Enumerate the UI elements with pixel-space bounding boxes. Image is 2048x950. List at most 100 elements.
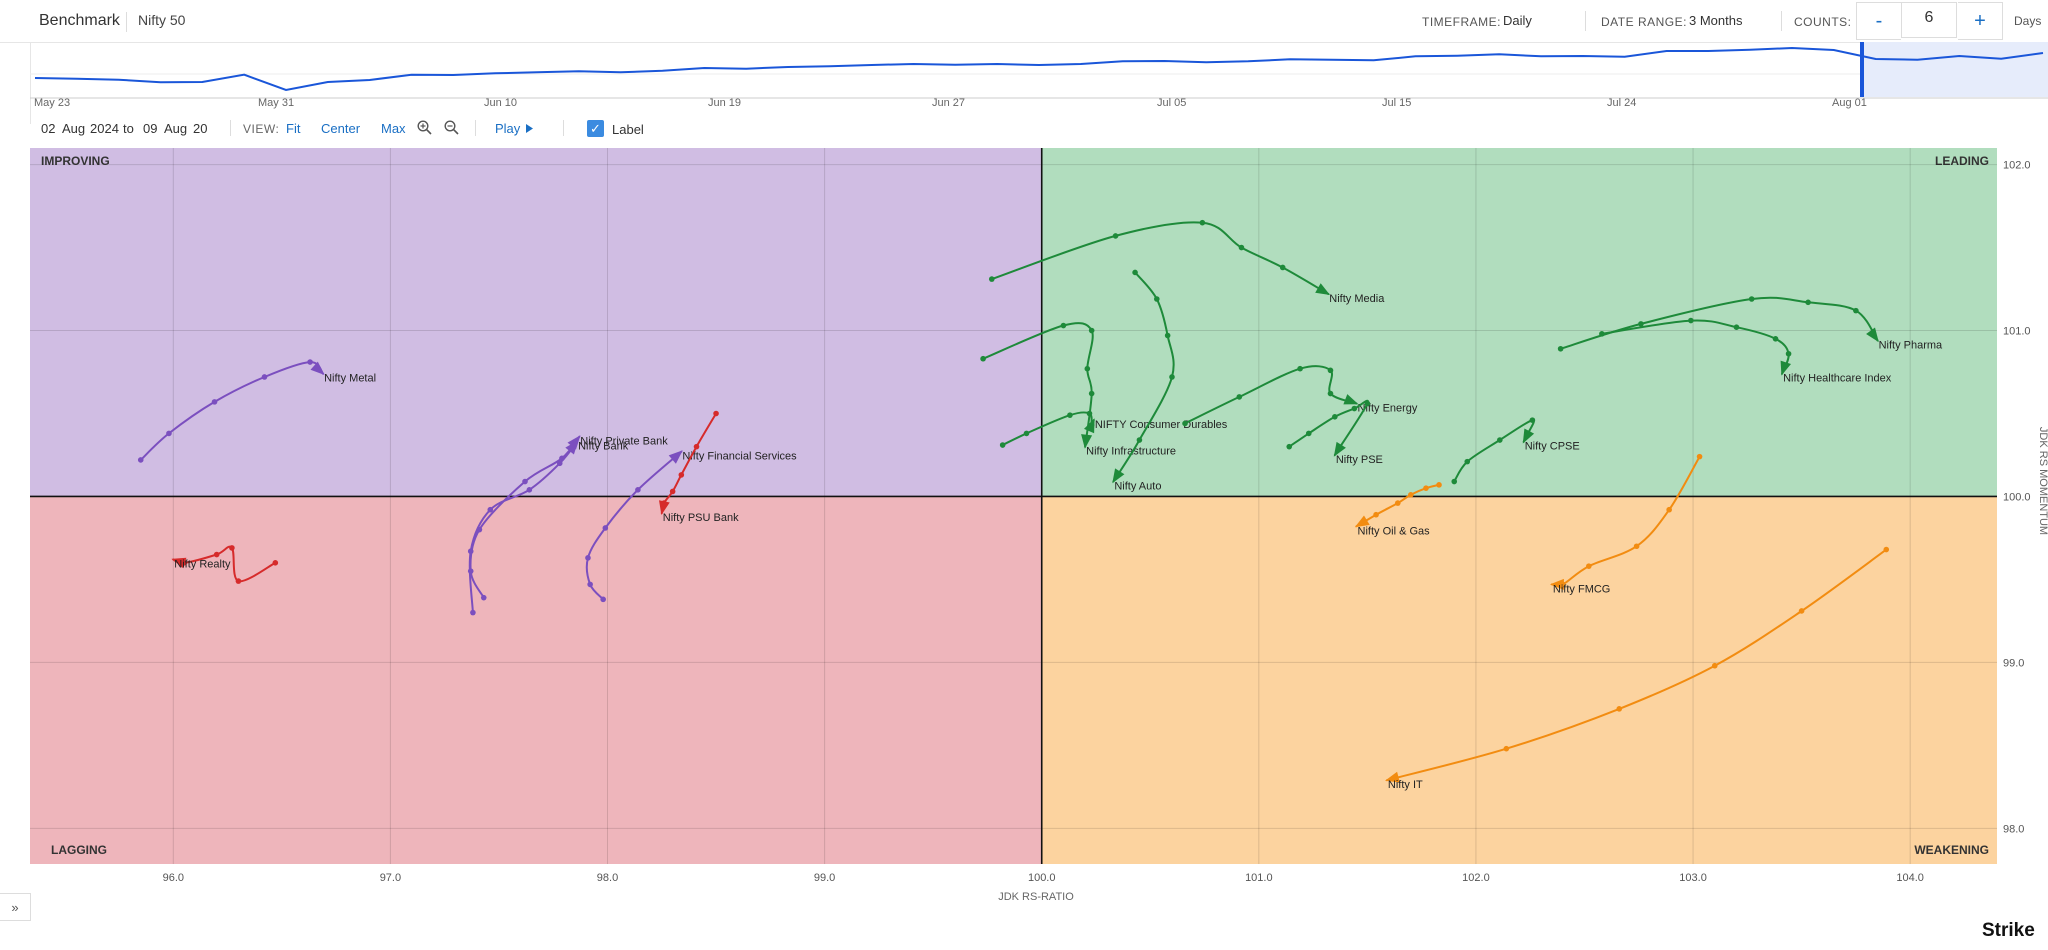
head-arrow[interactable] (171, 557, 187, 569)
head-arrow[interactable] (1112, 468, 1125, 484)
tail-point[interactable] (272, 560, 279, 566)
tail-point[interactable] (1503, 745, 1510, 752)
tail-point[interactable] (1733, 324, 1740, 331)
series-nifty-consumer-durables[interactable]: NIFTY Consumer Durables (999, 410, 1228, 448)
date-range-select[interactable]: 3 Months (1689, 13, 1743, 28)
tail-point[interactable] (600, 596, 606, 603)
tail-point[interactable] (1772, 336, 1779, 342)
series-nifty-it[interactable]: Nifty IT (1385, 546, 1890, 791)
tail-point[interactable] (1883, 546, 1890, 553)
tail-point[interactable] (1279, 264, 1286, 271)
tail-point[interactable] (487, 506, 494, 513)
tail-point[interactable] (1711, 662, 1718, 669)
tail-point[interactable] (1853, 307, 1859, 314)
tail-point[interactable] (1785, 350, 1792, 357)
tail-point[interactable] (1023, 430, 1030, 437)
head-arrow[interactable] (1866, 327, 1879, 343)
to-month-input[interactable]: Aug (164, 121, 188, 136)
series-nifty-oil-gas[interactable]: Nifty Oil & Gas (1354, 482, 1442, 537)
tail-point[interactable] (1351, 405, 1358, 412)
tail-point[interactable] (1497, 437, 1503, 443)
date-navigator[interactable] (30, 42, 2048, 112)
head-arrow[interactable] (1333, 441, 1346, 457)
head-arrow[interactable] (1385, 771, 1400, 783)
tail-point[interactable] (1067, 412, 1073, 418)
tail-point[interactable] (635, 487, 641, 493)
count-input[interactable]: 6 (1901, 2, 1957, 38)
tail-point[interactable] (1423, 485, 1429, 491)
series-nifty-auto[interactable]: Nifty Auto (1112, 269, 1175, 493)
timeframe-select[interactable]: Daily (1503, 13, 1532, 28)
tail-point[interactable] (1332, 414, 1338, 420)
tail-point[interactable] (556, 460, 563, 467)
tail-point[interactable] (1436, 482, 1442, 488)
tail-point[interactable] (1464, 458, 1471, 465)
from-month-input[interactable]: Aug (62, 121, 86, 136)
tail-point[interactable] (1394, 500, 1401, 506)
label-checkbox[interactable]: ✓ (587, 120, 604, 137)
tail-point[interactable] (1164, 332, 1171, 339)
head-arrow[interactable] (565, 440, 579, 455)
tail-point[interactable] (1557, 345, 1564, 352)
series-nifty-psu-bank[interactable]: Nifty PSU Bank (659, 410, 739, 524)
series-nifty-energy[interactable]: Nifty Energy (1182, 365, 1418, 427)
max-button[interactable]: Max (381, 121, 406, 136)
tail-point[interactable] (467, 548, 474, 555)
tail-point[interactable] (1088, 390, 1095, 397)
tail-point[interactable] (1182, 420, 1188, 427)
head-arrow[interactable] (1315, 283, 1330, 295)
tail-point[interactable] (307, 359, 313, 365)
tail-point[interactable] (1805, 299, 1811, 306)
tail-point[interactable] (1136, 437, 1143, 443)
tail-point[interactable] (1688, 317, 1694, 324)
increment-button[interactable]: + (1958, 2, 2003, 40)
tail-point[interactable] (166, 430, 172, 437)
series-nifty-fmcg[interactable]: Nifty FMCG (1549, 453, 1703, 596)
head-arrow[interactable] (659, 500, 670, 515)
tail-point[interactable] (587, 581, 593, 588)
tail-point[interactable] (235, 578, 242, 584)
head-arrow[interactable] (1081, 434, 1093, 449)
series-nifty-realty[interactable]: Nifty Realty (171, 545, 279, 584)
tail-point[interactable] (1798, 608, 1805, 614)
tail-point[interactable] (480, 594, 487, 601)
head-arrow[interactable] (1522, 428, 1535, 444)
head-arrow[interactable] (310, 361, 325, 375)
tail-point[interactable] (1199, 219, 1206, 226)
series-nifty-infrastructure[interactable]: Nifty Infrastructure (980, 322, 1176, 458)
tail-point[interactable] (585, 555, 591, 561)
head-arrow[interactable] (1354, 515, 1370, 528)
tail-point[interactable] (602, 525, 609, 531)
decrement-button[interactable]: - (1856, 2, 1901, 40)
tail-point[interactable] (1616, 706, 1623, 712)
series-nifty-healthcare-index[interactable]: Nifty Healthcare Index (1599, 317, 1892, 385)
tail-point[interactable] (1327, 390, 1334, 397)
tail-point[interactable] (1373, 511, 1379, 518)
navigator-selection[interactable] (1862, 42, 2048, 97)
series-nifty-financial-services[interactable]: Nifty Financial Services (585, 450, 797, 603)
tail-point[interactable] (1529, 417, 1536, 423)
tail-point[interactable] (999, 442, 1006, 448)
tail-point[interactable] (1599, 331, 1605, 337)
tail-point[interactable] (1297, 365, 1303, 372)
tail-point[interactable] (1286, 443, 1293, 450)
tail-point[interactable] (669, 488, 676, 495)
tail-point[interactable] (1408, 491, 1414, 498)
tail-point[interactable] (1236, 394, 1243, 400)
tail-point[interactable] (1169, 374, 1175, 380)
tail-point[interactable] (1132, 269, 1138, 276)
from-year-input[interactable]: 2024 (90, 121, 119, 136)
tail-point[interactable] (213, 551, 220, 558)
series-nifty-metal[interactable]: Nifty Metal (137, 359, 376, 463)
tail-point[interactable] (1364, 400, 1371, 407)
to-day-input[interactable]: 09 (143, 121, 158, 136)
zoom-in-icon[interactable] (417, 120, 432, 135)
fit-button[interactable]: Fit (286, 121, 301, 136)
series-nifty-pharma[interactable]: Nifty Pharma (1557, 296, 1943, 352)
head-arrow[interactable] (668, 450, 683, 464)
zoom-out-icon[interactable] (444, 120, 459, 135)
series-nifty-cpse[interactable]: Nifty CPSE (1451, 417, 1580, 485)
tail-point[interactable] (980, 355, 986, 362)
tail-point[interactable] (526, 487, 533, 493)
tail-point[interactable] (1238, 244, 1245, 251)
